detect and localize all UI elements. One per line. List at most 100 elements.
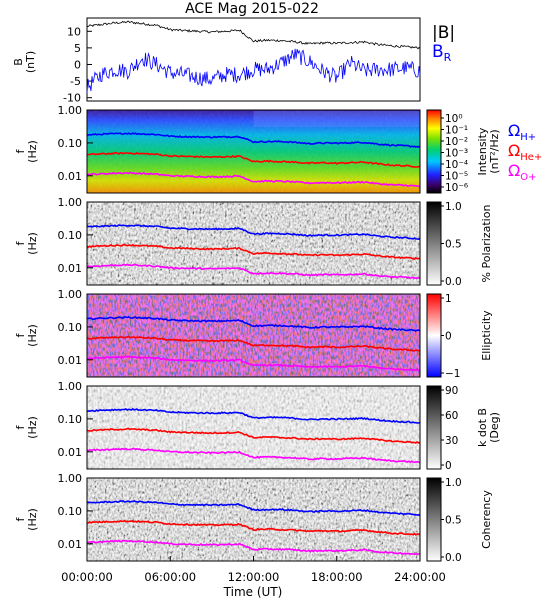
colorbar-label-coherency: Coherency <box>480 490 493 549</box>
colorbar-tick-label-kdotb-1: 60 <box>445 410 458 422</box>
ylabel-line2-kdotb: (Hz) <box>26 416 39 439</box>
b-ytick-label-3: -5 <box>70 75 81 88</box>
b-ylabel-line1: B <box>12 58 25 66</box>
ylabel-line1-coherency: f <box>14 516 27 521</box>
b-series-line-0 <box>86 20 421 50</box>
ytick-label-ellipticity-2: 0.01 <box>58 354 83 367</box>
colorbar-tick-label-polarization-0: 1.0 <box>445 201 462 213</box>
colorbar-label-intensity: Intensity(nT²/Hz) <box>476 127 501 175</box>
colorbar-tick-label-intensity-2: 10⁻² <box>445 136 468 148</box>
ytick-label-kdotb-2: 0.01 <box>58 446 83 459</box>
time-tick-label-0: 00:00:00 <box>61 570 113 584</box>
colorbar-polarization <box>426 201 442 286</box>
ylabel-line1-ellipticity: f <box>14 332 27 337</box>
gyro-line-coherency-1 <box>86 519 420 536</box>
b-ytick-label-2: 0 <box>74 58 81 71</box>
gyro-legend-h-symbol: Ω <box>508 121 520 140</box>
colorbar-tick-label-ellipticity-1: 0 <box>445 331 452 343</box>
time-tick-label-3: 18:00:00 <box>311 570 363 584</box>
time-tick-label-4: 24:00:00 <box>394 570 446 584</box>
ytick-label-polarization-1: 0.10 <box>58 229 83 242</box>
time-axis-label: Time (UT) <box>223 585 283 599</box>
gyro-line-intensity-2 <box>86 171 421 188</box>
ylabel-ellipticity: f(Hz) <box>14 324 39 347</box>
time-axis: 00:00:00 06:00:00 12:00:00 18:00:00 24:00:00 <box>61 556 446 584</box>
gyro-line-intensity-1 <box>86 151 421 168</box>
ylabel-line1-polarization: f <box>14 240 27 245</box>
legend-br-main: B <box>432 42 444 62</box>
ylabel-intensity: f(Hz) <box>14 140 39 163</box>
kdotb-spectrogram <box>87 386 420 469</box>
legend-br-sub: R <box>444 51 452 64</box>
gyro-legend-he-symbol: Ω <box>508 141 520 160</box>
b-ytick-label-1: 5 <box>74 42 81 55</box>
gyro-line-polarization-2 <box>86 263 421 280</box>
colorbar-tick-label-intensity-6: 10⁻⁶ <box>445 182 468 194</box>
colorbar-tick-label-kdotb-3: 0 <box>445 460 452 472</box>
intensity-high-freq-band <box>253 111 420 127</box>
gyro-line-kdotb-0 <box>86 407 421 424</box>
legend-br: BR <box>432 42 452 64</box>
colorbar-label-line2-kdotb: (Deg) <box>488 412 501 443</box>
ytick-label-intensity-1: 0.10 <box>58 137 83 150</box>
time-tick-label-1: 06:00:00 <box>144 570 196 584</box>
gyro-line-ellipticity-1 <box>86 335 421 352</box>
gyro-line-kdotb-1 <box>86 427 420 444</box>
colorbar-label-polarization: % Polarization <box>480 205 493 283</box>
ytick-label-coherency-1: 0.10 <box>58 505 83 518</box>
ylabel-line1-intensity: f <box>14 148 27 153</box>
colorbar-label-kdotb: k dot B(Deg) <box>476 408 501 447</box>
gyro-legend: ΩH+ ΩHe+ ΩO+ <box>508 121 542 183</box>
gyro-legend-o-symbol: Ω <box>508 161 520 180</box>
b-series <box>86 20 421 94</box>
colorbar-label-line1-polarization: % Polarization <box>480 205 493 283</box>
colorbar-kdotb <box>426 385 442 470</box>
colorbar-ellipticity <box>426 293 442 378</box>
colorbar-tick-label-ellipticity-2: −1 <box>445 368 460 380</box>
ytick-label-polarization-2: 0.01 <box>58 262 83 275</box>
colorbar-tick-label-intensity-1: 10⁻¹ <box>445 125 468 137</box>
colorbar-tick-label-intensity-3: 10⁻³ <box>445 148 468 160</box>
ytick-label-coherency-2: 0.01 <box>58 538 83 551</box>
colorbar-label-line1-kdotb: k dot B <box>476 408 489 447</box>
colorbar-tick-label-intensity-5: 10⁻⁵ <box>445 171 468 183</box>
colorbar-tick-label-polarization-2: 0.0 <box>445 276 462 288</box>
ytick-label-polarization-0: 1.00 <box>58 196 83 209</box>
b-series-line-1 <box>86 48 421 94</box>
colorbar-tick-label-kdotb-2: 30 <box>445 435 458 447</box>
colorbar-label-ellipticity: Ellipticity <box>480 310 493 361</box>
gyro-legend-he: ΩHe+ <box>508 141 542 163</box>
b-ytick-label-0: 10 <box>67 25 81 38</box>
b-ylabel-line2: (nT) <box>24 51 37 73</box>
colorbar-tick-label-coherency-1: 0.5 <box>445 515 462 527</box>
ytick-label-kdotb-1: 0.10 <box>58 413 83 426</box>
ylabel-line2-ellipticity: (Hz) <box>26 324 39 347</box>
gyro-line-intensity-0 <box>86 132 421 148</box>
gyro-line-ellipticity-0 <box>86 315 421 332</box>
polarization-spectrogram <box>87 202 420 285</box>
colorbar-label-line1-ellipticity: Ellipticity <box>480 310 493 361</box>
ytick-label-coherency-0: 1.00 <box>58 472 83 485</box>
gyro-line-kdotb-2 <box>86 447 421 464</box>
gyro-line-ellipticity-2 <box>86 355 421 372</box>
colorbar-intensity <box>426 109 442 194</box>
colorbar-tick-label-intensity-0: 10⁰ <box>445 113 463 125</box>
panel-coherency: 1.00 0.10 0.01 f(Hz) 1.0 0.5 0.0 Coherency <box>14 472 493 564</box>
colorbar-coherency <box>426 477 442 562</box>
gyro-legend-h: ΩH+ <box>508 121 536 143</box>
gyro-line-coherency-2 <box>87 539 421 555</box>
panel-polarization: 1.00 0.10 0.01 f(Hz) 1.0 0.5 0.0 % Polarization <box>14 196 493 288</box>
ylabel-coherency: f(Hz) <box>14 508 39 531</box>
coherency-spectrogram <box>87 478 420 561</box>
colorbar-tick-label-polarization-1: 0.5 <box>445 239 462 251</box>
colorbar-label-line2-intensity: (nT²/Hz) <box>488 129 501 173</box>
b-ylabel: B(nT) <box>12 51 37 73</box>
time-tick-label-2: 12:00:00 <box>228 570 280 584</box>
gyro-line-coherency-0 <box>86 500 421 517</box>
plot-frame-kdotb <box>86 385 421 470</box>
plot-frame-intensity <box>86 109 421 194</box>
panel-ellipticity: 1.00 0.10 0.01 f(Hz) 1 0 −1 Ellipticity <box>14 288 493 380</box>
panel-intensity: 1.00 0.10 0.01 f(Hz) 10⁰10⁻¹10⁻²10⁻³10⁻⁴10⁻⁵… <box>14 104 501 194</box>
